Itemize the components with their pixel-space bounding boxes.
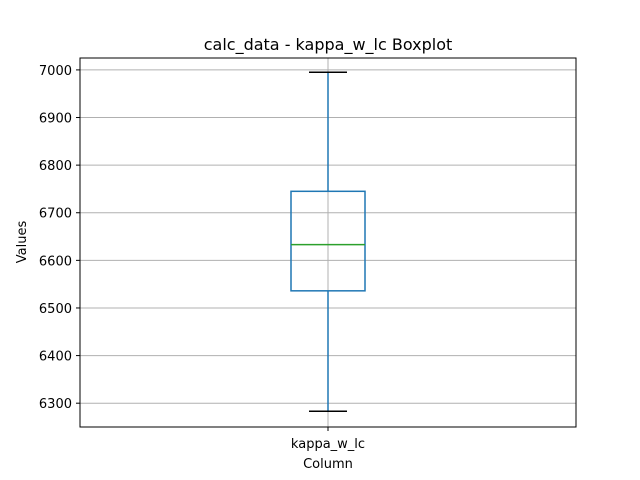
y-tick-label: 7000 (39, 64, 72, 79)
y-tick-label: 6700 (39, 207, 72, 222)
y-tick-label: 6900 (39, 112, 72, 127)
y-tick-label: 6600 (39, 254, 72, 269)
x-axis-label: Column (303, 457, 353, 472)
plot-frame (79, 57, 577, 428)
iqr-box (290, 190, 366, 292)
y-tick-label: 6300 (39, 397, 72, 412)
chart-title: calc_data - kappa_w_lc Boxplot (204, 35, 453, 55)
y-tick-label: 6800 (39, 159, 72, 174)
y-tick-label: 6500 (39, 302, 72, 317)
x-tick-label: kappa_w_lc (291, 437, 365, 452)
y-tick-label: 6400 (39, 350, 72, 365)
y-axis-ticks: 6300 6400 6500 6600 6700 6800 6900 7000 (39, 64, 80, 412)
x-axis-ticks: kappa_w_lc (291, 427, 365, 452)
y-axis-label: Values (15, 221, 30, 264)
box-series (290, 71, 366, 413)
box-kappa_w_lc (290, 71, 366, 413)
